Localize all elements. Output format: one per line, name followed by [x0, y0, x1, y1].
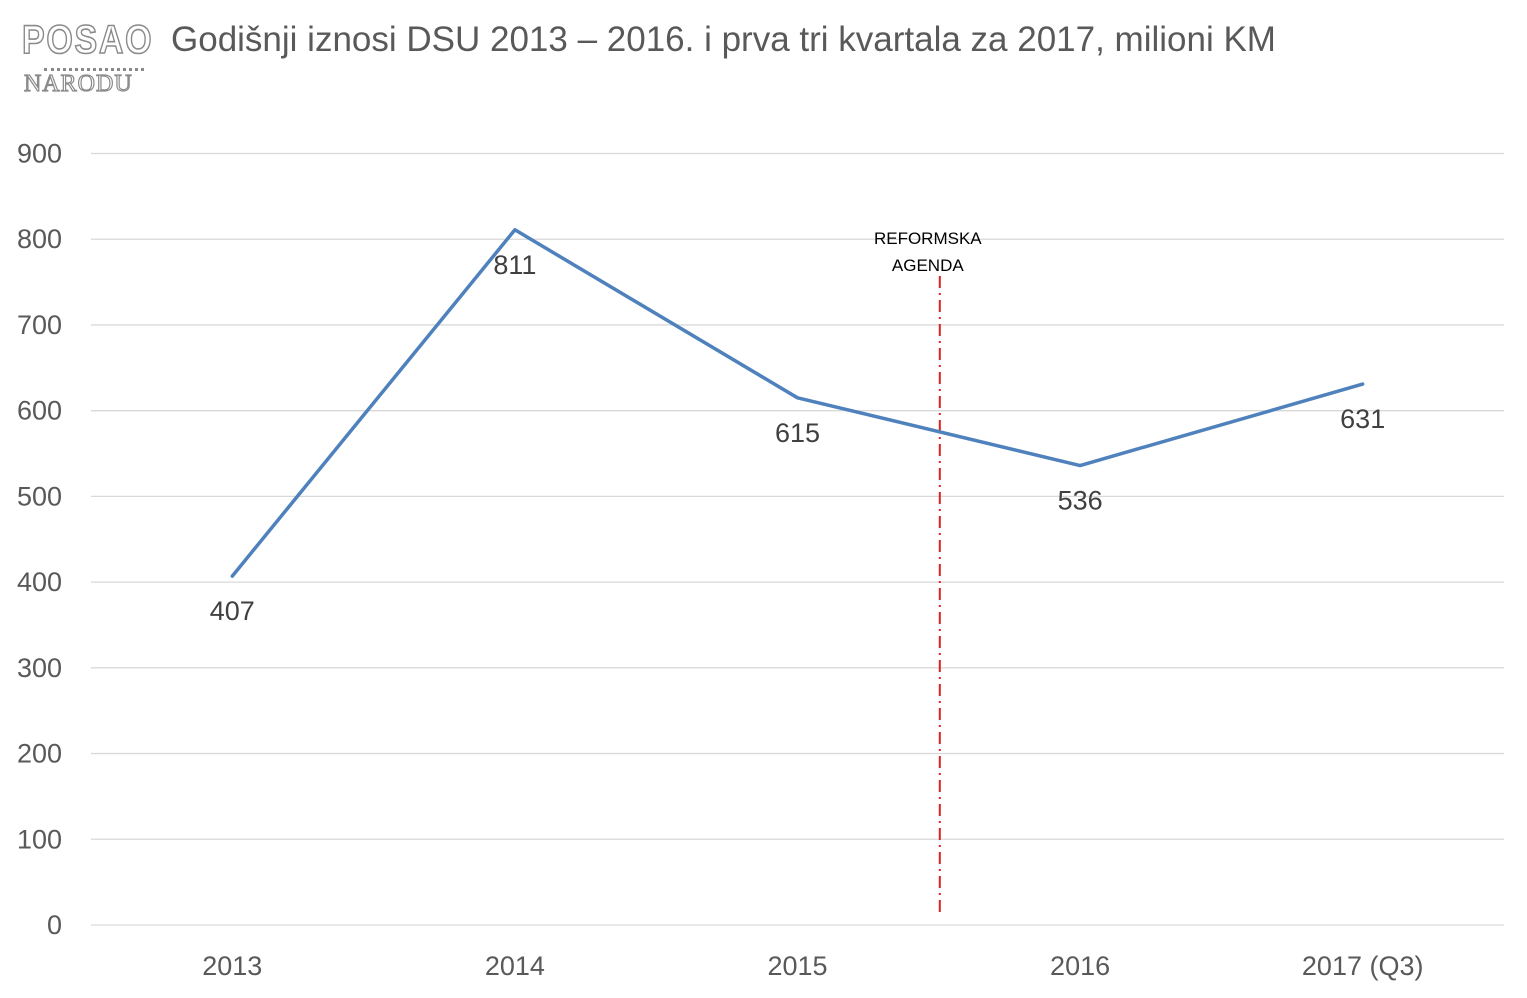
y-tick-label-600: 600 [17, 396, 62, 426]
x-axis-ticks: 2013 2014 2015 2016 2017 (Q3) [202, 951, 1423, 981]
x-tick-label-1: 2014 [485, 951, 545, 981]
logo-line2: NARODU [23, 71, 133, 97]
data-label-0: 407 [210, 596, 255, 626]
y-tick-label-500: 500 [17, 481, 62, 511]
x-tick-label-4: 2017 (Q3) [1302, 951, 1424, 981]
x-tick-label-2: 2015 [767, 951, 827, 981]
y-tick-label-100: 100 [17, 824, 62, 854]
series-line-0 [230, 228, 1365, 578]
annotation: REFORMSKA AGENDA [874, 229, 982, 916]
x-tick-label-3: 2016 [1050, 951, 1110, 981]
y-tick-label-400: 400 [17, 567, 62, 597]
gridlines [91, 152, 1504, 926]
data-label-3: 536 [1058, 486, 1103, 516]
y-tick-label-300: 300 [17, 653, 62, 683]
data-label-4: 631 [1340, 404, 1385, 434]
logo-dots [44, 68, 144, 75]
y-axis-ticks: 0 100 200 300 400 500 600 700 800 900 [17, 139, 62, 941]
data-label-2: 615 [775, 418, 820, 448]
x-tick-label-0: 2013 [202, 951, 262, 981]
y-tick-label-0: 0 [47, 910, 62, 940]
posao-narodu-logo: POSAO NARODU [21, 19, 152, 100]
y-tick-label-200: 200 [17, 739, 62, 769]
annotation-text-line1: REFORMSKA [874, 229, 982, 248]
y-tick-label-800: 800 [17, 224, 62, 254]
y-tick-label-900: 900 [17, 139, 62, 169]
data-label-1: 811 [493, 250, 536, 280]
chart-title: Godišnji iznosi DSU 2013 – 2016. i prva … [171, 20, 1276, 59]
annotation-text-line2: AGENDA [892, 256, 964, 275]
logo-line1: POSAO [21, 18, 154, 62]
data-labels: 407 811 615 536 631 [210, 250, 1385, 626]
series [230, 228, 1365, 578]
y-tick-label-700: 700 [17, 310, 62, 340]
